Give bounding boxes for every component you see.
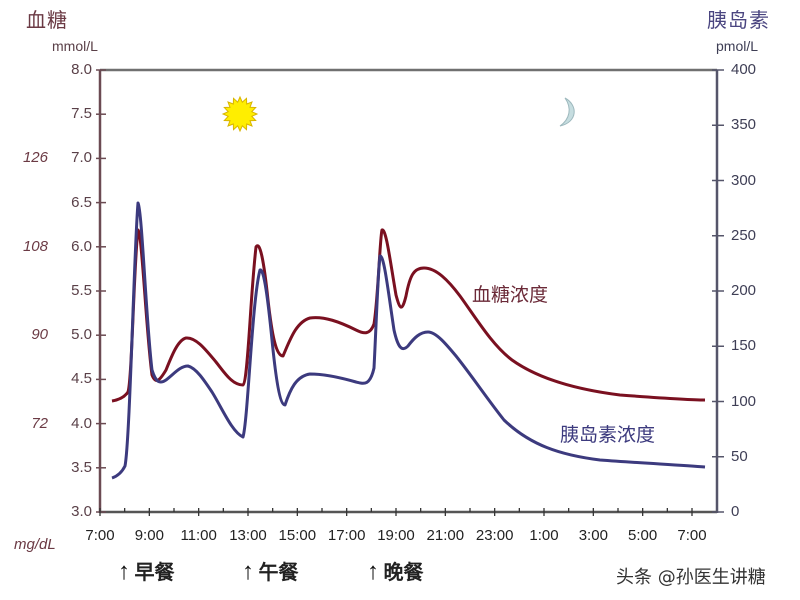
left-tick-label: 4.0 bbox=[71, 414, 92, 432]
right-tick-label: 100 bbox=[731, 392, 757, 410]
meal-marker-dinner: ↑ 晚餐 bbox=[367, 556, 423, 586]
x-tick-label: 3:00 bbox=[578, 527, 608, 544]
left-axis-title: 血糖 bbox=[26, 8, 68, 32]
left-axis-unit: mmol/L bbox=[52, 38, 98, 54]
watermark: 头条 @孙医生讲糖 bbox=[616, 567, 766, 588]
moon-icon bbox=[559, 97, 575, 127]
right-tick-label: 400 bbox=[731, 61, 757, 78]
meal-marker-breakfast: ↑ 早餐 bbox=[118, 556, 174, 586]
right-axis-title: 胰岛素 bbox=[707, 8, 770, 32]
left-tick-label: 7.0 bbox=[71, 149, 92, 167]
right-axis-unit: pmol/L bbox=[716, 38, 759, 54]
meal-marker-lunch: ↑ 午餐 bbox=[242, 556, 298, 586]
right-tick-label: 150 bbox=[731, 337, 757, 355]
left-tick-label: 7.5 bbox=[71, 105, 92, 123]
left-tick-label: 6.5 bbox=[71, 193, 92, 211]
x-tick-label: 7:00 bbox=[85, 527, 115, 544]
meal-label: 早餐 bbox=[134, 560, 175, 584]
insulin-curve bbox=[111, 201, 706, 480]
left-tick-label: 4.5 bbox=[71, 370, 92, 388]
insulin-series-label: 胰岛素浓度 bbox=[560, 424, 656, 446]
glucose-series-label: 血糖浓度 bbox=[472, 284, 549, 306]
mgdl-tick-label: 108 bbox=[22, 237, 48, 255]
right-tick-label: 200 bbox=[731, 282, 757, 299]
x-tick-label: 11:00 bbox=[180, 527, 217, 544]
x-tick-label: 17:00 bbox=[327, 527, 366, 544]
right-tick-label: 0 bbox=[731, 503, 740, 520]
x-tick-label: 21:00 bbox=[426, 527, 465, 544]
up-arrow-icon: ↑ bbox=[118, 558, 130, 585]
right-tick-label: 50 bbox=[731, 447, 748, 465]
meal-label: 午餐 bbox=[258, 560, 299, 584]
left-tick-label: 6.0 bbox=[71, 237, 92, 255]
left-tick-label: 3.5 bbox=[71, 458, 92, 476]
x-tick-label: 15:00 bbox=[278, 527, 317, 544]
up-arrow-icon: ↑ bbox=[242, 558, 254, 585]
mgdl-unit-label: mg/dL bbox=[14, 536, 56, 553]
x-tick-label: 19:00 bbox=[377, 527, 415, 544]
x-tick-label: 9:00 bbox=[134, 527, 164, 544]
left-tick-label: 3.0 bbox=[71, 503, 92, 520]
x-tick-label: 7:00 bbox=[677, 527, 707, 544]
mgdl-tick-label: 90 bbox=[31, 326, 48, 344]
x-tick-label: 23:00 bbox=[475, 527, 514, 544]
up-arrow-icon: ↑ bbox=[367, 558, 379, 585]
left-tick-label: 8.0 bbox=[71, 61, 92, 78]
left-tick-label: 5.0 bbox=[71, 326, 92, 344]
sun-icon bbox=[221, 95, 259, 133]
x-tick-label: 1:00 bbox=[529, 527, 559, 544]
glucose-curve bbox=[111, 228, 706, 403]
left-tick-label: 5.5 bbox=[71, 282, 92, 299]
x-tick-label: 5:00 bbox=[628, 527, 658, 544]
right-tick-label: 300 bbox=[731, 171, 757, 189]
right-tick-label: 250 bbox=[731, 226, 757, 244]
right-tick-label: 350 bbox=[731, 116, 757, 134]
mgdl-tick-label: 72 bbox=[31, 414, 48, 432]
x-tick-label: 13:00 bbox=[229, 527, 267, 544]
mgdl-tick-label: 126 bbox=[22, 149, 48, 167]
meal-label: 晚餐 bbox=[383, 560, 424, 584]
